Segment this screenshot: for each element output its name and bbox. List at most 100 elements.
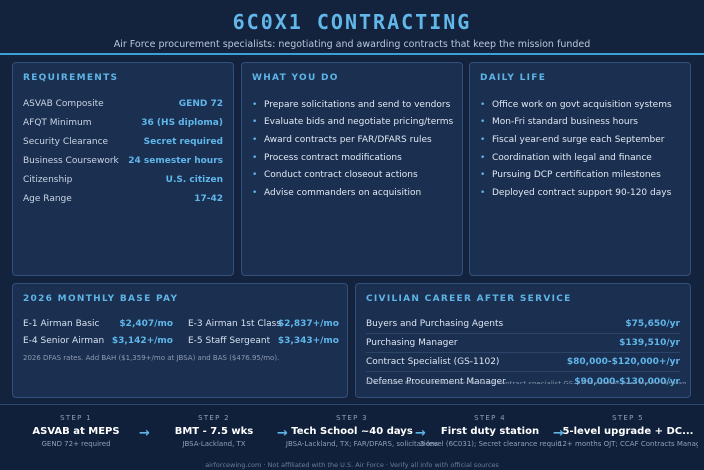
- requirement-label: AFQT Minimum: [23, 117, 92, 128]
- step-detail: 12+ months OJT; CCAF Contracts Managemen…: [558, 440, 698, 448]
- step-number: STEP 2: [198, 414, 230, 422]
- page-header: 6C0X1 CONTRACTING Air Force procurement …: [0, 0, 704, 56]
- step-detail: GEND 72+ required: [41, 440, 111, 448]
- requirement-label: ASVAB Composite: [23, 98, 104, 109]
- arrow-right-icon: →: [139, 426, 150, 441]
- table-row: Defense Procurement Manager $90,000-$130…: [366, 372, 680, 391]
- civilian-job-title: Contract Specialist (GS-1102): [366, 357, 500, 367]
- list-item: • Fiscal year-end surge each September: [480, 131, 682, 149]
- requirement-label: Citizenship: [23, 174, 73, 185]
- civilian-salary: $75,650/yr: [625, 319, 680, 329]
- requirement-value: Secret required: [143, 136, 223, 147]
- page-title: 6C0X1 CONTRACTING: [232, 10, 472, 34]
- step-number: STEP 4: [474, 414, 506, 422]
- pay-amount: $2,407/mo: [119, 319, 173, 329]
- base-pay-title: 2026 MONTHLY BASE PAY: [23, 294, 179, 304]
- step-detail: JBSA-Lackland, TX; FAR/DFARS, solicitati…: [285, 440, 439, 448]
- step-number: STEP 1: [60, 414, 92, 422]
- step-5: STEP 5 5-level upgrade + DC... 12+ month…: [558, 414, 698, 448]
- arrow-right-icon: →: [415, 426, 426, 441]
- pay-rank: E-5 Staff Sergeant: [188, 336, 271, 346]
- pay-amount: $2,837+/mo: [277, 319, 339, 329]
- list-item: • Evaluate bids and negotiate pricing/ter…: [252, 114, 454, 132]
- header-divider: [0, 53, 704, 55]
- daily-life-text: Office work on govt acquisition systems: [492, 99, 672, 110]
- arrow-right-icon: →: [277, 426, 288, 441]
- step-4: STEP 4 First duty station 3-level (6C031…: [420, 414, 560, 448]
- requirement-label: Security Clearance: [23, 136, 109, 147]
- what-you-do-title: WHAT YOU DO: [252, 73, 339, 83]
- list-item: • Mon-Fri standard business hours: [480, 114, 682, 132]
- list-item: • Advise commanders on acquisition: [252, 184, 454, 202]
- bullet-icon: •: [480, 134, 486, 145]
- table-row: Purchasing Manager $139,510/yr: [366, 334, 680, 353]
- step-number: STEP 5: [612, 414, 644, 422]
- list-item: • Office work on govt acquisition systems: [480, 96, 682, 114]
- daily-life-text: Fiscal year-end surge each September: [492, 134, 665, 145]
- list-item: • Prepare solicitations and send to vendo…: [252, 96, 454, 114]
- bullet-icon: •: [252, 134, 258, 145]
- list-item: • Process contract modifications: [252, 149, 454, 167]
- bullet-icon: •: [252, 170, 258, 181]
- pay-amount: $3,343+/mo: [277, 336, 339, 346]
- requirements-title: REQUIREMENTS: [23, 73, 119, 83]
- step-title: ASVAB at MEPS: [32, 426, 120, 437]
- civilian-job-title: Purchasing Manager: [366, 338, 458, 348]
- requirement-row: ASVAB Composite GEND 72: [23, 94, 223, 113]
- step-3: STEP 3 Tech School ~40 days JBSA-Lacklan…: [282, 414, 438, 448]
- bullet-icon: •: [252, 99, 258, 110]
- requirement-value: 36 (HS diploma): [141, 117, 223, 128]
- civilian-career-title: CIVILIAN CAREER AFTER SERVICE: [366, 294, 572, 304]
- civilian-salary: $90,000-$130,000/yr: [574, 376, 680, 387]
- requirement-value: U.S. citizen: [165, 174, 223, 185]
- pay-amount: $3,142+/mo: [111, 336, 173, 346]
- footer-disclaimer: airforcewing.com · Not affiliated with t…: [205, 461, 499, 469]
- duty-text: Award contracts per FAR/DFARS rules: [264, 134, 432, 145]
- pay-row: E-4 Senior Airman $3,142+/mo: [23, 333, 173, 349]
- list-item: • Coordination with legal and finance: [480, 149, 682, 167]
- daily-life-title: DAILY LIFE: [480, 73, 547, 83]
- daily-life-text: Coordination with legal and finance: [492, 152, 652, 163]
- what-you-do-panel: WHAT YOU DO • Prepare solicitations and s…: [241, 62, 463, 276]
- civilian-salary: $139,510/yr: [619, 338, 680, 348]
- pay-rank: E-3 Airman 1st Class: [188, 319, 282, 329]
- civilian-job-title: Buyers and Purchasing Agents: [366, 319, 504, 329]
- daily-life-text: Pursuing DCP certification milestones: [492, 170, 661, 181]
- bullet-icon: •: [480, 117, 486, 128]
- list-item: • Deployed contract support 90-120 days: [480, 184, 682, 202]
- pay-row: E-1 Airman Basic $2,407/mo: [23, 316, 173, 332]
- bullet-icon: •: [480, 152, 486, 163]
- requirement-value: GEND 72: [178, 98, 223, 109]
- requirement-row: Security Clearance Secret required: [23, 132, 223, 151]
- list-item: • Pursuing DCP certification milestones: [480, 166, 682, 184]
- duty-text: Prepare solicitations and send to vendor…: [264, 99, 451, 110]
- arrow-right-icon: →: [553, 426, 564, 441]
- daily-life-panel: DAILY LIFE • Office work on govt acquisit…: [469, 62, 691, 276]
- requirement-row: Age Range 17-42: [23, 189, 223, 208]
- requirement-value: 17-42: [194, 193, 223, 204]
- career-steps-bar: STEP 1 ASVAB at MEPS GEND 72+ required →…: [0, 404, 704, 470]
- base-pay-panel: 2026 MONTHLY BASE PAY E-1 Airman Basic $…: [12, 283, 348, 398]
- requirement-row: Citizenship U.S. citizen: [23, 170, 223, 189]
- pay-row: E-5 Staff Sergeant $3,343+/mo: [188, 333, 339, 349]
- bullet-icon: •: [480, 187, 486, 198]
- pay-rank: E-4 Senior Airman: [23, 336, 105, 346]
- step-detail: JBSA-Lackland, TX: [182, 440, 246, 448]
- civilian-career-panel: CIVILIAN CAREER AFTER SERVICE Buyers and…: [355, 283, 691, 398]
- requirement-row: AFQT Minimum 36 (HS diploma): [23, 113, 223, 132]
- bullet-icon: •: [252, 152, 258, 163]
- page-subtitle: Air Force procurement specialists: negot…: [113, 39, 591, 50]
- step-title: 5-level upgrade + DC...: [562, 426, 694, 437]
- duty-text: Conduct contract closeout actions: [264, 170, 418, 181]
- step-title: First duty station: [440, 426, 540, 437]
- requirement-label: Business Coursework: [23, 155, 119, 166]
- pay-footnote: 2026 DFAS rates. Add BAH ($1,359+/mo at …: [23, 354, 280, 362]
- table-row: Buyers and Purchasing Agents $75,650/yr: [366, 315, 680, 334]
- step-detail: 3-level (6C031); Secret clearance requir…: [420, 440, 560, 448]
- duty-text: Advise commanders on acquisition: [264, 187, 422, 198]
- requirement-row: Business Coursework 24 semester hours: [23, 151, 223, 170]
- civilian-footnote: BLS OEWS May 2024 figures; federal contr…: [366, 380, 686, 384]
- bullet-icon: •: [252, 187, 258, 198]
- bullet-icon: •: [480, 99, 486, 110]
- requirement-value: 24 semester hours: [128, 155, 223, 166]
